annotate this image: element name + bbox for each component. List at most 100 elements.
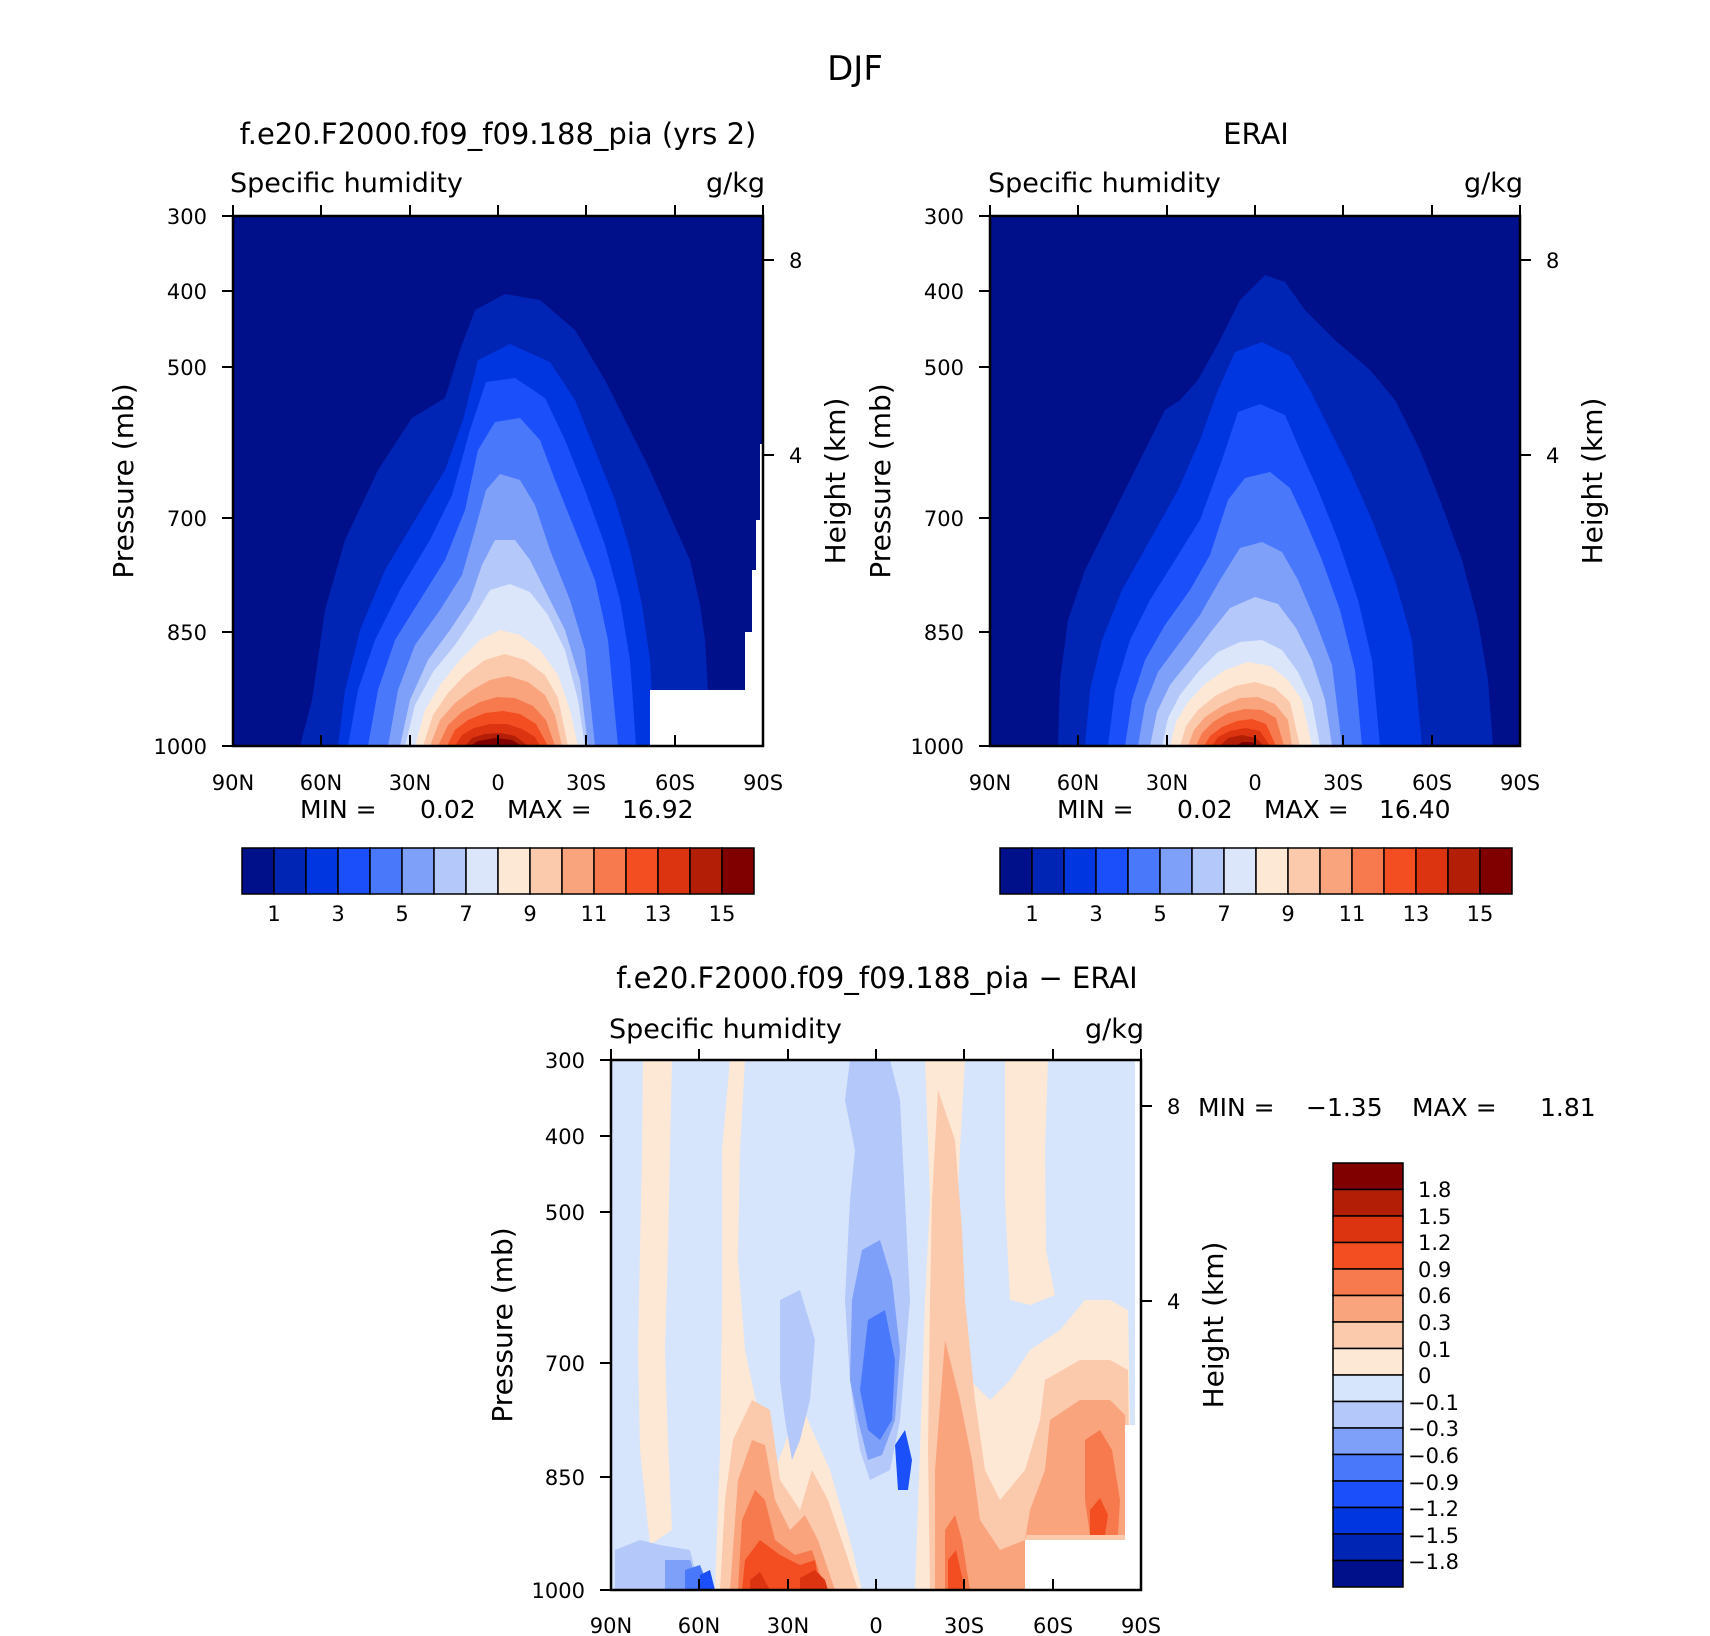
colorbar-tick-label: −1.8 — [1408, 1550, 1459, 1574]
y2-tick-label: 8 — [1167, 1095, 1180, 1119]
x-tick-label: 0 — [491, 771, 504, 795]
colorbar-swatch — [1383, 847, 1417, 895]
y2-tick-label: 8 — [789, 249, 802, 273]
colorbar-swatch — [1287, 847, 1321, 895]
colorbar-swatch — [1479, 847, 1513, 895]
colorbar-swatch — [1063, 847, 1097, 895]
topography-mask — [650, 444, 763, 746]
colorbar-tick-label: 1 — [1025, 902, 1038, 926]
max-label: MAX = — [1412, 1093, 1497, 1122]
colorbar-ticks-difference: 1.8 1.5 1.2 0.9 0.6 0.3 0.1 0 −0.1 −0.3 … — [1408, 1178, 1459, 1574]
panel-title-model: f.e20.F2000.f09_f09.188_pia (yrs 2) — [240, 117, 757, 151]
panel-model: f.e20.F2000.f09_f09.188_pia (yrs 2) Spec… — [107, 117, 852, 926]
figure-title: DJF — [827, 49, 883, 89]
x-tick-label: 30S — [944, 1614, 984, 1636]
max-value: 16.40 — [1379, 795, 1451, 824]
diff-band-neg0.1-neg0.3 — [780, 1290, 815, 1460]
colorbar-swatch — [593, 847, 627, 895]
x-tick-label: 90N — [590, 1614, 632, 1636]
units-label: g/kg — [1085, 1014, 1144, 1045]
colorbar-swatch — [1332, 1427, 1404, 1456]
colorbar-tick-label: 1.8 — [1418, 1178, 1451, 1202]
diff-band-0.3-0.6 — [935, 1340, 1128, 1590]
colorbar-tick-label: −1.5 — [1408, 1524, 1459, 1548]
y-tick-label: 1000 — [532, 1579, 585, 1603]
diff-band-0.9-1.2 — [1090, 1498, 1108, 1535]
colorbar-swatch — [369, 847, 403, 895]
colorbar-swatch — [657, 847, 691, 895]
colorbar-tick-label: 7 — [1217, 902, 1230, 926]
colorbar-swatch — [1332, 1506, 1404, 1535]
colorbar-swatch — [1447, 847, 1481, 895]
colorbar-ticks-erai: 1 3 5 7 9 11 13 15 — [1025, 902, 1493, 926]
colorbar-swatch — [999, 847, 1033, 895]
x-tick-label: 30N — [1146, 771, 1188, 795]
y2-tick-labels: 8 4 — [1167, 1095, 1180, 1314]
y-tick-label: 400 — [924, 280, 964, 304]
max-value: 16.92 — [622, 795, 694, 824]
colorbar-swatch — [689, 847, 723, 895]
y-tick-label: 500 — [924, 356, 964, 380]
colorbar-swatch — [401, 847, 435, 895]
variable-label: Specific humidity — [609, 1014, 842, 1045]
min-value: −1.35 — [1306, 1093, 1383, 1122]
y2-tick-label: 4 — [1546, 444, 1559, 468]
colorbar-swatch — [1332, 1268, 1404, 1297]
colorbar-tick-label: 0.6 — [1418, 1284, 1451, 1308]
x-tick-labels: 90N 60N 30N 0 30S 60S 90S — [590, 1614, 1161, 1636]
panel-difference: f.e20.F2000.f09_f09.188_pia − ERAI Speci… — [486, 961, 1596, 1636]
y-tick-label: 400 — [167, 280, 207, 304]
x-tick-label: 30S — [566, 771, 606, 795]
x-tick-label: 30N — [389, 771, 431, 795]
diff-band-neg0.9-neg1.2 — [700, 1570, 715, 1590]
y-tick-label: 500 — [167, 356, 207, 380]
colorbar-swatch — [273, 847, 307, 895]
colorbar-swatch — [1332, 1559, 1404, 1588]
min-value: 0.02 — [1177, 795, 1233, 824]
colorbar-swatch — [1191, 847, 1225, 895]
y2-axis-label: Height (km) — [819, 398, 852, 565]
colorbar-swatch — [1332, 1321, 1404, 1350]
variable-label: Specific humidity — [230, 168, 463, 199]
x-tick-label: 60S — [655, 771, 695, 795]
diff-band-1.2-1.5 — [800, 1570, 828, 1590]
y-tick-label: 500 — [545, 1201, 585, 1225]
colorbar-tick-label: 0.9 — [1418, 1258, 1451, 1282]
x-tick-label: 90N — [969, 771, 1011, 795]
colorbar-swatch — [1159, 847, 1193, 895]
y-axis-label: Pressure (mb) — [486, 1227, 519, 1422]
max-label: MAX = — [1264, 795, 1349, 824]
contour-level-16 — [470, 738, 522, 746]
colorbar-erai — [999, 847, 1513, 895]
colorbar-tick-label: 11 — [1339, 902, 1366, 926]
y2-tick-labels: 8 4 — [1546, 249, 1559, 468]
colorbar-model — [241, 847, 755, 895]
max-label: MAX = — [507, 795, 592, 824]
colorbar-swatch — [497, 847, 531, 895]
colorbar-swatch — [1095, 847, 1129, 895]
colorbar-swatch — [465, 847, 499, 895]
colorbar-tick-label: −1.2 — [1408, 1497, 1459, 1521]
x-tick-label: 90S — [743, 771, 783, 795]
y2-axis-label: Height (km) — [1576, 398, 1609, 565]
min-label: MIN = — [300, 795, 377, 824]
colorbar-tick-label: 9 — [1281, 902, 1294, 926]
colorbar-tick-label: 0.1 — [1418, 1338, 1451, 1362]
colorbar-swatch — [1127, 847, 1161, 895]
colorbar-swatch — [1332, 1188, 1404, 1217]
colorbar-tick-label: 5 — [1153, 902, 1166, 926]
y-tick-label: 1000 — [911, 735, 964, 759]
colorbar-difference — [1332, 1162, 1404, 1588]
axis-ticks — [222, 205, 774, 747]
min-label: MIN = — [1057, 795, 1134, 824]
colorbar-tick-label: 7 — [459, 902, 472, 926]
colorbar-swatch — [1332, 1480, 1404, 1509]
x-tick-label: 0 — [1248, 771, 1261, 795]
colorbar-swatch — [305, 847, 339, 895]
y-tick-label: 1000 — [154, 735, 207, 759]
colorbar-tick-label: 9 — [523, 902, 536, 926]
x-tick-label: 60N — [300, 771, 342, 795]
y-axis-label: Pressure (mb) — [864, 383, 897, 578]
colorbar-swatch — [1332, 1162, 1404, 1191]
colorbar-swatch — [1332, 1453, 1404, 1482]
